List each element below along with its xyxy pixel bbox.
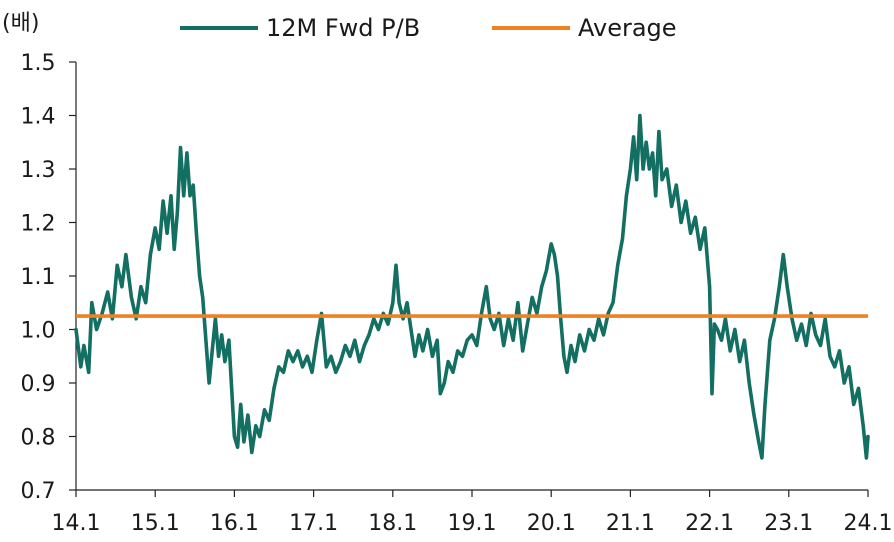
y-tick-label: 0.8 [21,426,56,451]
y-tick-label: 1.5 [21,51,56,76]
x-tick-label: 24.1 [844,511,893,536]
legend-label: Average [578,14,677,42]
y-tick-label: 0.9 [21,372,56,397]
series-line-pb [74,113,870,460]
y-tick-label: 1.4 [21,105,56,130]
y-unit-label: (배) [2,11,39,36]
x-axis-ticks: 14.1 15.1 16.1 17.1 18.1 19.1 20.1 21.1 22.1 23.1… [52,490,893,536]
x-tick-label: 14.1 [52,511,101,536]
x-tick-label: 15.1 [131,511,180,536]
x-tick-label: 17.1 [289,511,338,536]
y-tick-label: 1.3 [21,158,56,183]
x-tick-label: 20.1 [527,511,576,536]
x-tick-label: 21.1 [606,511,655,536]
x-tick-label: 18.1 [368,511,417,536]
x-tick-label: 16.1 [210,511,259,536]
y-tick-label: 0.7 [21,479,56,504]
x-tick-label: 23.1 [764,511,813,536]
legend: 12M Fwd P/B Average [180,14,677,42]
x-tick-label: 22.1 [685,511,734,536]
y-tick-label: 1.0 [21,319,56,344]
x-tick-label: 19.1 [448,511,497,536]
y-tick-label: 1.2 [21,212,56,237]
y-axis-ticks: 0.7 0.8 0.9 1.0 1.1 1.2 1.3 1.4 1.5 [21,51,76,504]
y-tick-label: 1.1 [21,265,56,290]
legend-label: 12M Fwd P/B [266,14,420,42]
series-group [74,113,870,460]
